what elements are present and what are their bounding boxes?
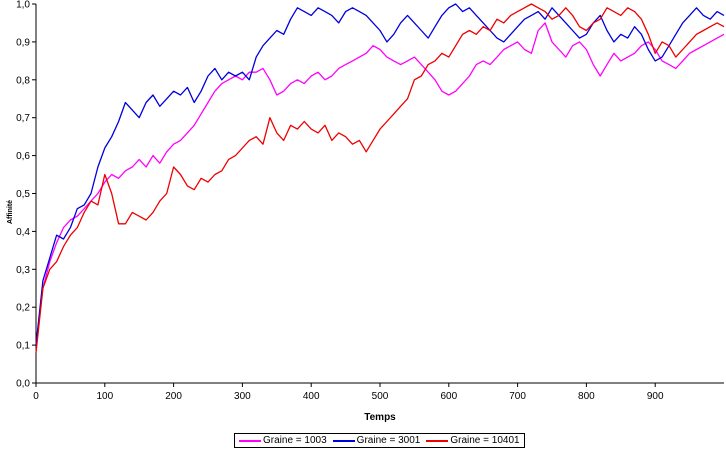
x-tick-label: 600 [440, 391, 457, 402]
y-tick-label: 0,6 [16, 151, 30, 162]
y-tick-label: 0,8 [16, 75, 30, 86]
y-tick-label: 0,7 [16, 113, 30, 124]
x-tick-label: 700 [509, 391, 526, 402]
legend-label: Graine = 3001 [356, 435, 421, 446]
y-tick-label: 0,4 [16, 227, 30, 238]
x-tick-label: 300 [234, 391, 251, 402]
legend-swatch [239, 439, 261, 442]
x-tick-label: 500 [372, 391, 389, 402]
legend-swatch [426, 439, 449, 442]
legend-item-3: Graine = 10401 [426, 435, 520, 446]
y-tick-label: 0,5 [16, 189, 30, 200]
legend-item-2: Graine = 3001 [332, 435, 421, 446]
legend-item-1: Graine = 1003 [239, 435, 327, 446]
y-tick-label: 1,0 [16, 0, 30, 11]
x-tick-label: 400 [303, 391, 320, 402]
y-tick-label: 0,3 [16, 265, 30, 276]
series-lines [35, 3, 725, 353]
legend: Graine = 1003 Graine = 3001 Graine = 10401 [234, 433, 525, 448]
x-axis-title: Temps [364, 412, 396, 423]
x-tick-label: 200 [165, 391, 182, 402]
y-tick-label: 0,1 [16, 341, 30, 352]
series-line-3 [35, 3, 725, 353]
x-tick-label: 900 [647, 391, 664, 402]
x-tick-label: 0 [33, 391, 39, 402]
legend-label: Graine = 1003 [263, 435, 327, 446]
legend-swatch [332, 439, 355, 442]
y-tick-label: 0,0 [16, 379, 30, 390]
x-tick-label: 100 [96, 391, 113, 402]
series-line-1 [35, 22, 725, 346]
legend-label: Graine = 10401 [450, 435, 520, 446]
series-line-2 [35, 3, 725, 346]
x-tick-label: 800 [578, 391, 595, 402]
y-tick-label: 0,9 [16, 37, 30, 48]
axes: 0,0 0,1 0,2 0,3 0,4 0,5 0,6 0,7 0,8 0,9 1,0 0 100 200… [16, 0, 724, 402]
y-tick-label: 0,2 [16, 303, 30, 314]
y-axis-title: Affinité [7, 200, 14, 224]
